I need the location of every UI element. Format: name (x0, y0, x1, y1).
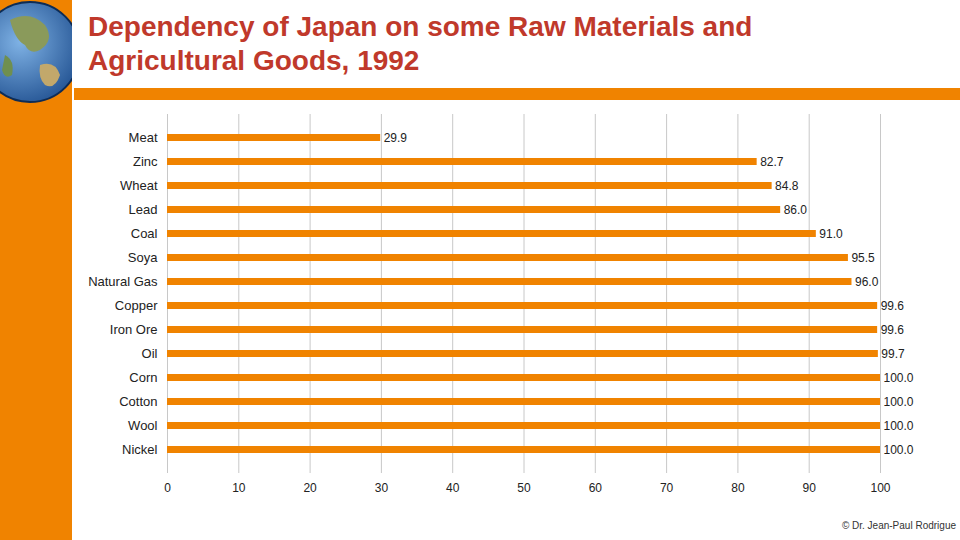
svg-text:Wheat: Wheat (120, 178, 158, 193)
svg-text:100.0: 100.0 (884, 443, 914, 457)
svg-text:86.0: 86.0 (784, 203, 808, 217)
svg-text:Cotton: Cotton (119, 394, 157, 409)
svg-text:Iron Ore: Iron Ore (110, 322, 158, 337)
svg-text:Wool: Wool (128, 418, 157, 433)
svg-text:100.0: 100.0 (884, 395, 914, 409)
svg-text:99.6: 99.6 (881, 323, 905, 337)
svg-text:91.0: 91.0 (819, 227, 843, 241)
svg-text:Coal: Coal (131, 226, 158, 241)
svg-text:Zinc: Zinc (133, 154, 158, 169)
html-text:© Dr. Jean-Paul Rodrigue: © Dr. Jean-Paul Rodrigue (841, 520, 956, 531)
svg-text:0: 0 (164, 481, 171, 495)
svg-text:84.8: 84.8 (775, 179, 799, 193)
svg-text:29.9: 29.9 (384, 131, 408, 145)
svg-text:30: 30 (375, 481, 389, 495)
svg-text:60: 60 (589, 481, 603, 495)
svg-text:Natural Gas: Natural Gas (88, 274, 158, 289)
svg-text:50: 50 (517, 481, 531, 495)
svg-text:10: 10 (232, 481, 246, 495)
svg-text:70: 70 (660, 481, 674, 495)
svg-text:99.7: 99.7 (881, 347, 905, 361)
svg-text:90: 90 (803, 481, 817, 495)
svg-text:40: 40 (446, 481, 460, 495)
svg-text:Nickel: Nickel (122, 442, 158, 457)
html-text:Dependency of Japan on some Ra: Dependency of Japan on some Raw Material… (88, 11, 753, 76)
svg-text:Copper: Copper (115, 298, 158, 313)
svg-text:95.5: 95.5 (851, 251, 875, 265)
svg-text:100.0: 100.0 (884, 419, 914, 433)
svg-text:Soya: Soya (128, 250, 158, 265)
svg-text:100.0: 100.0 (884, 371, 914, 385)
svg-text:80: 80 (731, 481, 745, 495)
svg-text:96.0: 96.0 (855, 275, 879, 289)
svg-text:99.6: 99.6 (881, 299, 905, 313)
svg-text:Corn: Corn (129, 370, 157, 385)
svg-text:Lead: Lead (129, 202, 158, 217)
svg-text:Oil: Oil (142, 346, 158, 361)
svg-text:Meat: Meat (129, 130, 158, 145)
svg-text:20: 20 (303, 481, 317, 495)
svg-text:82.7: 82.7 (760, 155, 784, 169)
svg-text:100: 100 (870, 481, 890, 495)
